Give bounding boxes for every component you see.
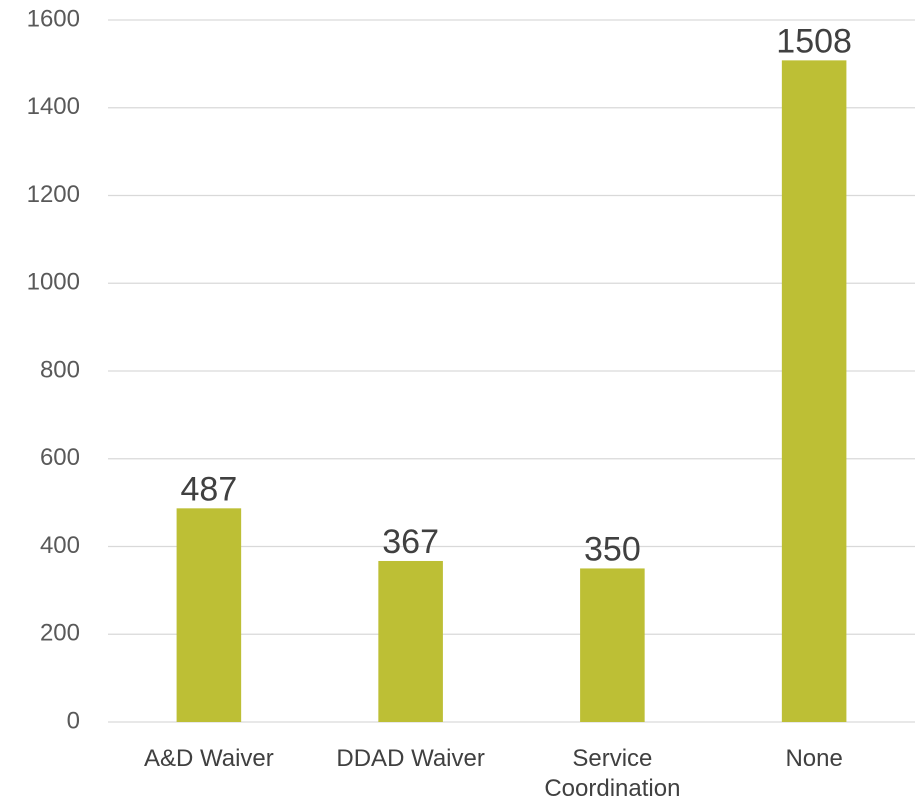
y-tick-label: 400 xyxy=(40,532,80,559)
data-label: 350 xyxy=(584,530,641,568)
y-tick-label: 0 xyxy=(67,707,80,734)
x-tick-label: DDAD Waiver xyxy=(336,745,485,772)
data-label: 487 xyxy=(181,470,238,508)
x-tick-label: A&D Waiver xyxy=(143,745,274,772)
bar xyxy=(378,560,443,722)
x-tick-label: None xyxy=(785,745,843,772)
y-tick-label: 200 xyxy=(40,620,80,647)
y-tick-label: 1400 xyxy=(27,93,80,120)
y-tick-label: 1200 xyxy=(27,181,80,208)
data-label: 1508 xyxy=(776,22,852,60)
y-tick-label: 800 xyxy=(40,356,80,383)
y-tick-label: 600 xyxy=(40,444,80,471)
bar xyxy=(781,60,847,723)
data-label: 367 xyxy=(382,523,439,561)
bar xyxy=(176,508,242,722)
y-tick-label: 1600 xyxy=(27,5,80,32)
y-tick-label: 1000 xyxy=(27,269,80,296)
x-tick-label: Service Coordination xyxy=(544,745,681,802)
bar xyxy=(580,568,645,722)
